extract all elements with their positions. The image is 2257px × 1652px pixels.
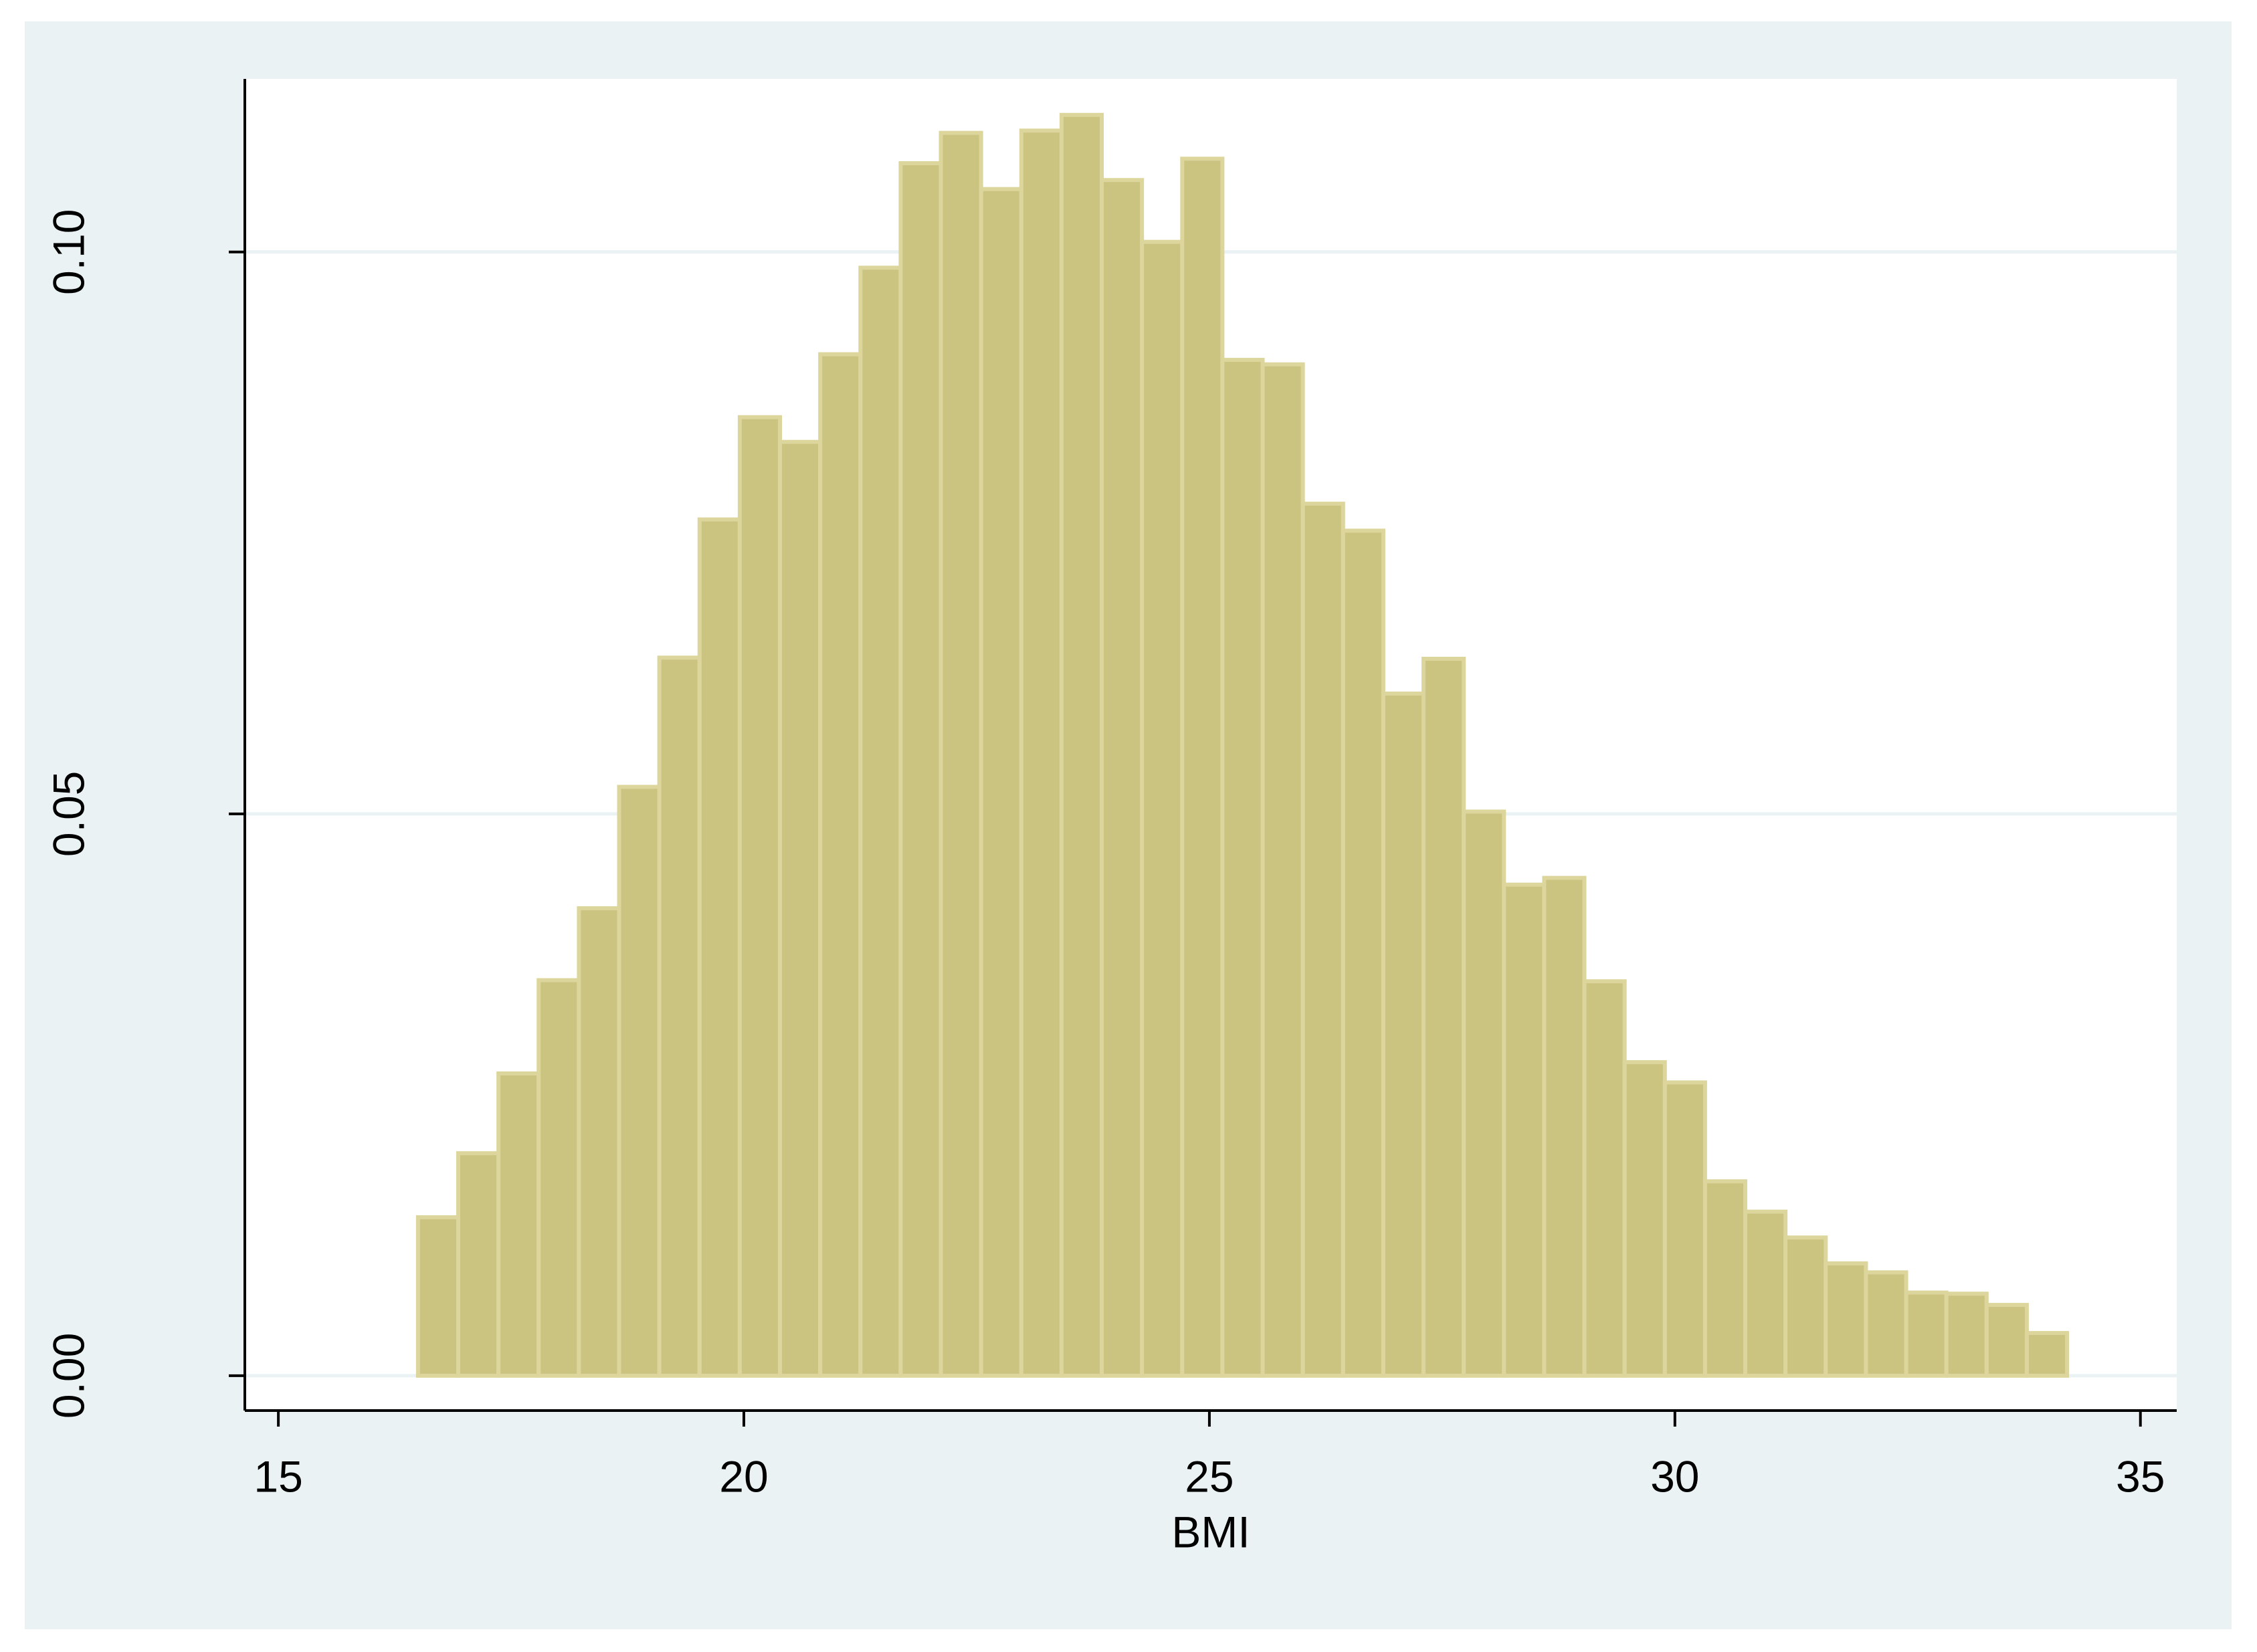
bar	[1140, 239, 1185, 1378]
bar	[617, 785, 662, 1378]
bar	[1100, 178, 1145, 1378]
bar	[778, 439, 823, 1378]
bar	[496, 1071, 541, 1378]
bar	[1984, 1303, 2029, 1378]
bar	[1582, 979, 1627, 1378]
bar	[1220, 358, 1265, 1378]
x-tick-label: 20	[719, 1451, 768, 1501]
bar	[1019, 128, 1064, 1378]
y-tick-label: 0.05	[43, 771, 93, 857]
bar	[898, 161, 943, 1378]
bars	[415, 112, 2070, 1378]
bar	[1864, 1270, 1908, 1378]
bar	[536, 978, 581, 1378]
bar	[818, 352, 863, 1378]
bar	[1180, 157, 1225, 1378]
bar	[1904, 1290, 1949, 1378]
bar	[1260, 362, 1305, 1378]
bar	[2024, 1331, 2070, 1378]
bar	[1542, 875, 1587, 1378]
bar	[858, 266, 903, 1378]
y-tick-label: 0.00	[43, 1333, 93, 1419]
bar	[1944, 1292, 1989, 1378]
bar	[1622, 1060, 1667, 1378]
bar	[1743, 1209, 1788, 1378]
x-tick-label: 25	[1185, 1451, 1234, 1501]
bar	[939, 130, 983, 1378]
bar	[415, 1215, 461, 1378]
x-tick-label: 15	[254, 1451, 302, 1501]
bar	[577, 906, 621, 1378]
bar	[1381, 692, 1426, 1378]
bar	[1662, 1080, 1707, 1378]
bar	[979, 187, 1023, 1378]
bar	[456, 1151, 501, 1378]
bar	[1702, 1179, 1748, 1378]
bar	[1059, 112, 1104, 1378]
axes: 0.00 0.05 0.10 15 20 25 30 35	[43, 79, 2177, 1501]
bar	[1502, 882, 1547, 1378]
bar	[1783, 1235, 1828, 1378]
y-tick-label: 0.10	[43, 209, 93, 295]
bar	[1824, 1261, 1868, 1378]
bar	[1462, 809, 1506, 1378]
bar	[697, 517, 742, 1378]
x-axis-title: BMI	[1171, 1507, 1250, 1556]
bar	[1341, 528, 1385, 1378]
x-tick-label: 30	[1650, 1451, 1699, 1501]
bar	[737, 415, 783, 1378]
bar	[1421, 656, 1466, 1378]
x-tick-label: 35	[2116, 1451, 2165, 1501]
bar	[1300, 502, 1345, 1378]
bar	[657, 655, 702, 1378]
